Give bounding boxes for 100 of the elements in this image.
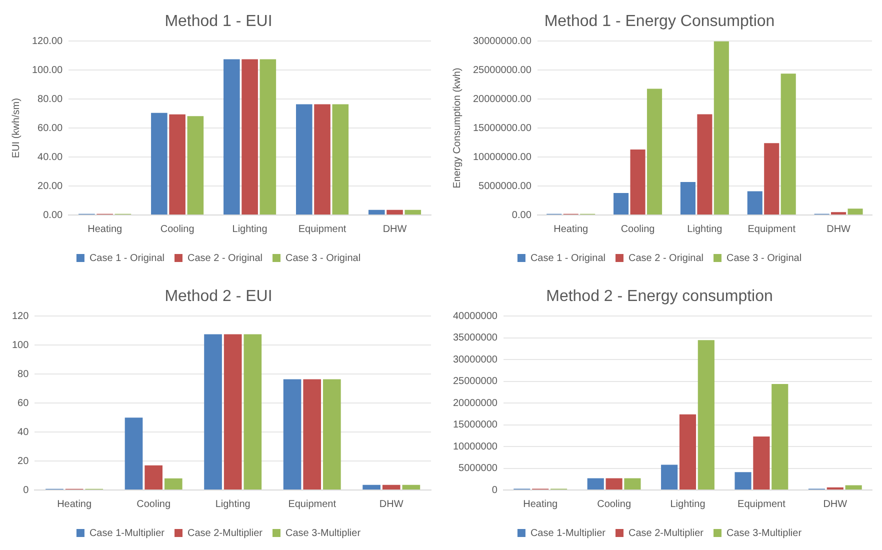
bar [332,104,349,214]
y-tick-label: 25000000 [452,376,498,388]
y-tick-label: 20 [18,456,30,467]
bar [224,334,242,490]
bar [362,484,380,490]
y-tick-label: 120 [12,310,30,322]
bar [780,74,796,214]
bar [144,465,162,490]
x-tick-label: DHW [382,224,408,235]
y-tick-label: 60 [18,398,30,409]
bar [283,379,302,490]
y-tick-label: 0 [492,484,498,496]
y-tick-label: 15000000.00 [472,122,532,134]
bar [323,379,341,490]
x-tick-label: Equipment [738,498,786,510]
x-tick-label: Heating [57,498,92,510]
bar [242,59,258,214]
bar [244,334,262,490]
y-tick-label: 20000000.00 [472,94,532,105]
chart-title: Method 2 - Energy consumption [546,288,773,306]
bar [303,379,322,490]
bar [772,384,788,490]
bar [224,59,240,214]
y-tick-label: 0 [23,484,30,496]
bar [204,334,222,490]
y-tick-label: 40000000 [452,310,498,322]
bar [614,192,629,214]
x-tick-label: Lighting [232,224,268,235]
y-tick-label: 35000000 [452,332,498,344]
bar [680,182,696,214]
x-tick-label: Heating [88,224,122,235]
bar [714,41,729,214]
bar [296,104,312,214]
y-tick-label: 0.00 [512,210,532,221]
x-tick-label: DHW [379,498,404,510]
bar [845,485,862,490]
chart-title: Method 2 - EUI [164,288,272,306]
bar [630,150,646,214]
x-tick-label: Lighting [687,224,722,235]
x-tick-label: Cooling [597,498,632,510]
bar [169,114,186,214]
bar [164,478,182,490]
y-tick-label: 30000000.00 [472,36,532,47]
bar [764,143,780,214]
x-tick-label: Heating [523,498,558,510]
legend-label: Case 2 - Original [628,252,704,264]
legend-label: Case 2 - Original [187,252,263,264]
x-tick-label: Equipment [298,224,346,235]
legend-label: Case 1 - Original [530,252,606,264]
y-tick-label: 5000000 [458,463,498,474]
bar [404,210,422,214]
bar [368,210,385,214]
bar [606,478,622,490]
y-tick-label: 80.00 [38,94,64,105]
x-tick-label: Lighting [215,498,250,510]
bar [151,112,168,214]
legend-label: Case 3 - Original [286,252,361,264]
y-tick-label: 5000000.00 [478,180,532,192]
y-tick-label: 60.00 [38,122,64,134]
y-tick-label: 100 [12,340,30,351]
y-tick-label: 120.00 [32,36,64,47]
y-tick-label: 15000000 [452,420,498,431]
x-tick-label: Equipment [748,224,796,235]
x-tick-label: Lighting [670,498,706,510]
x-tick-label: Cooling [136,498,171,510]
y-axis-title: Energy Consumption (kwh) [452,68,463,188]
y-tick-label: 40.00 [38,152,64,163]
bar [624,478,641,490]
y-tick-label: 40 [18,426,30,438]
y-tick-label: 80 [18,368,30,380]
y-tick-label: 30000000 [452,354,498,366]
bar [402,484,420,490]
bar [661,464,678,490]
chart-title: Method 1 - EUI [164,13,272,30]
y-tick-label: 20000000 [452,398,498,409]
bar [747,191,762,214]
y-tick-label: 0.00 [43,210,64,221]
legend-label: Case 1 - Original [89,252,164,264]
y-tick-label: 10000000.00 [472,152,532,163]
y-tick-label: 10000000 [452,441,498,452]
bar [753,436,770,490]
x-tick-label: DHW [823,498,848,510]
legend-label: Case 1-Multiplier [89,528,166,539]
x-tick-label: Heating [554,224,588,235]
chart-title: Method 1 - Energy Consumption [544,13,775,30]
legend-label: Case 3-Multiplier [286,528,362,539]
bar [697,114,712,214]
legend-label: Case 3-Multiplier [726,528,802,539]
bar [698,340,714,490]
bar [848,208,863,214]
y-tick-label: 100.00 [32,64,64,76]
x-tick-label: Cooling [160,224,194,235]
legend-label: Case 3 - Original [726,252,802,264]
y-tick-label: 25000000.00 [472,64,532,76]
bar [124,418,143,490]
bar [646,88,662,214]
y-axis-title: EUI (kwh/sm) [10,98,22,158]
legend-label: Case 1-Multiplier [530,528,606,539]
y-tick-label: 20.00 [38,180,64,192]
bar [382,484,400,490]
